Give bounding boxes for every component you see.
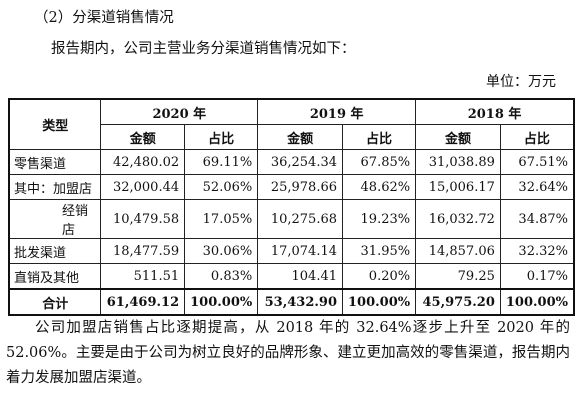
intro-text: 报告期内，公司主营业务分渠道销售情况如下：	[51, 41, 356, 57]
table-cell: 32,000.44	[100, 174, 186, 200]
table-row: 直销及其他 511.51 0.83% 104.41 0.20% 79.25 0.17%	[8, 263, 575, 290]
table-cell: 32.32%	[499, 238, 575, 264]
table-cell: 52.06%	[184, 174, 259, 200]
table-cell: 25,978.66	[257, 174, 343, 200]
table-cell: 100.00%	[341, 288, 417, 316]
table-cell: 15,006.17	[415, 174, 501, 200]
table-cell: 10,479.58	[100, 199, 186, 239]
table-cell: 18,477.59	[100, 238, 186, 264]
table-subheader-row: 金额 占比 金额 占比 金额 占比	[9, 124, 575, 150]
table-cell: 67.85%	[341, 149, 417, 175]
table-cell: 16,032.72	[415, 199, 501, 239]
amount-header: 金额	[257, 124, 343, 150]
table-cell: 104.41	[257, 263, 343, 290]
table-cell: 36,254.34	[257, 149, 343, 175]
row-label: 直销及其他	[8, 263, 102, 290]
total-label: 合计	[8, 288, 102, 316]
table-cell: 34.87%	[499, 199, 575, 239]
table-cell: 45,975.20	[415, 288, 501, 316]
table-cell: 30.06%	[184, 238, 259, 264]
row-label: 其中：加盟店	[8, 174, 102, 200]
table-header-row: 类型 2020 年 2019 年 2018 年	[8, 98, 575, 150]
share-header: 占比	[184, 124, 259, 150]
table-row: 批发渠道 18,477.59 30.06% 17,074.14 31.95% 14,857…	[8, 238, 575, 264]
table-cell: 17.05%	[184, 199, 259, 239]
table-cell: 61,469.12	[100, 288, 186, 316]
table-cell: 53,432.90	[257, 288, 343, 316]
year-header: 2019 年	[257, 98, 417, 125]
table-cell: 69.11%	[184, 149, 259, 175]
table-cell: 19.23%	[341, 199, 417, 239]
section-heading: （2）分渠道销售情况	[34, 10, 174, 26]
table-cell: 10,275.68	[257, 199, 343, 239]
table-row: 经销店 10,479.58 17.05% 10,275.68 19.23% 16,032.…	[8, 199, 575, 239]
table-cell: 42,480.02	[100, 149, 186, 175]
table-cell: 67.51%	[499, 149, 575, 175]
table-row: 其中：加盟店 32,000.44 52.06% 25,978.66 48.62% 15,0…	[8, 174, 575, 200]
table-cell: 511.51	[100, 263, 186, 290]
sales-channel-table: 类型 2020 年 2019 年 2018 年 金额 占比 金额 占比 金额 占…	[8, 98, 575, 316]
table-cell: 48.62%	[341, 174, 417, 200]
row-label: 批发渠道	[8, 238, 102, 264]
table-row: 零售渠道 42,480.02 69.11% 36,254.34 67.85% 31,038…	[8, 149, 575, 175]
table-cell: 0.83%	[184, 263, 259, 290]
table-cell: 100.00%	[184, 288, 259, 316]
share-header: 占比	[499, 124, 575, 150]
table-cell: 31,038.89	[415, 149, 501, 175]
amount-header: 金额	[100, 124, 186, 150]
unit-label: 单位：万元	[486, 74, 556, 90]
table-cell: 0.17%	[499, 263, 575, 290]
table-cell: 32.64%	[499, 174, 575, 200]
row-label: 经销店	[8, 199, 102, 239]
year-header: 2020 年	[100, 98, 259, 125]
amount-header: 金额	[415, 124, 501, 150]
analysis-paragraph: 公司加盟店销售占比逐期提高，从 2018 年的 32.64%逐步上升至 2020…	[6, 320, 570, 386]
table-cell: 14,857.06	[415, 238, 501, 264]
table-cell: 31.95%	[341, 238, 417, 264]
table-cell: 0.20%	[341, 263, 417, 290]
table-cell: 79.25	[415, 263, 501, 290]
table-cell: 17,074.14	[257, 238, 343, 264]
row-label: 零售渠道	[8, 149, 102, 175]
share-header: 占比	[341, 124, 417, 150]
year-header: 2018 年	[415, 98, 575, 125]
total-row: 合计 61,469.12 100.00% 53,432.90 100.00% 4…	[8, 288, 575, 316]
table-cell: 100.00%	[499, 288, 575, 316]
type-header: 类型	[8, 98, 102, 150]
